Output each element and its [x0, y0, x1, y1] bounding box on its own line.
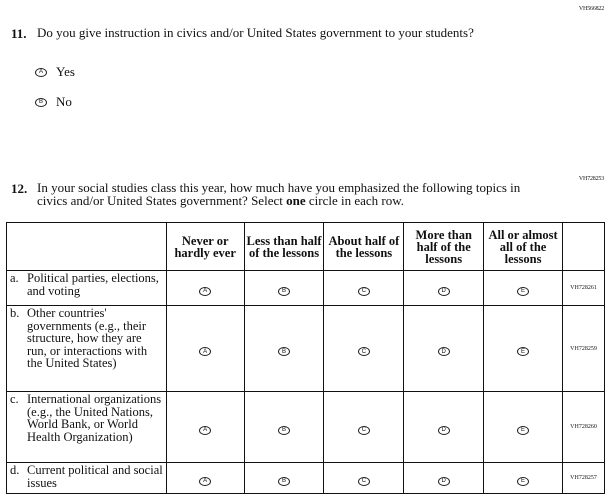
question-11-code: VH566822: [578, 6, 604, 12]
response-cell: E: [483, 270, 563, 306]
response-cell: D: [403, 305, 485, 392]
radio-bubble[interactable]: E: [517, 347, 530, 356]
row-letter: c.: [10, 392, 19, 406]
response-cell: D: [403, 462, 485, 494]
radio-bubble[interactable]: A: [199, 286, 212, 296]
radio-bubble[interactable]: D: [437, 425, 450, 435]
response-cell: A: [165, 391, 245, 463]
response-cell: C: [323, 391, 405, 463]
table-row: c. International organizations (e.g., the…: [6, 391, 606, 463]
radio-bubble[interactable]: C: [357, 476, 370, 486]
radio-bubble-a[interactable]: A: [35, 67, 47, 77]
radio-bubble[interactable]: B: [278, 286, 291, 296]
radio-bubble[interactable]: E: [517, 286, 530, 296]
column-header: About half of the lessons: [323, 222, 405, 271]
column-header: Less than half of the lessons: [243, 222, 325, 271]
response-cell: D: [403, 391, 485, 463]
radio-bubble[interactable]: C: [357, 425, 370, 435]
response-cell: E: [483, 391, 563, 463]
radio-bubble[interactable]: A: [199, 425, 212, 435]
table-row: b. Other countries' governments (e.g., th…: [6, 305, 606, 392]
response-cell: B: [243, 270, 325, 306]
response-cell: A: [165, 462, 245, 494]
row-label: c. International organizations (e.g., the…: [6, 391, 167, 463]
row-text: International organizations (e.g., the U…: [27, 392, 162, 444]
row-label: b. Other countries' governments (e.g., th…: [6, 305, 167, 392]
header-row: Never or hardly ever Less than half of t…: [6, 222, 606, 271]
row-text: Current political and social issues: [27, 463, 163, 490]
response-cell: E: [483, 462, 563, 494]
row-letter: d.: [10, 463, 20, 477]
radio-bubble[interactable]: C: [357, 347, 370, 356]
column-header: More than half of the lessons: [403, 222, 485, 271]
row-text: Other countries' governments (e.g., thei…: [27, 306, 148, 370]
blank-header: [561, 222, 606, 271]
column-header: Never or hardly ever: [165, 222, 245, 271]
response-cell: C: [323, 305, 405, 392]
question-12-text: In your social studies class this year, …: [37, 181, 537, 207]
row-code: VH728260: [561, 391, 606, 463]
row-label: d. Current political and social issues: [6, 462, 167, 494]
option-label: Yes: [56, 64, 75, 79]
radio-bubble[interactable]: A: [199, 476, 212, 486]
blank-header: [6, 222, 167, 271]
radio-bubble-b[interactable]: B: [35, 97, 47, 107]
response-cell: B: [243, 391, 325, 463]
text: circle in each row.: [305, 193, 405, 208]
row-letter: b.: [10, 306, 20, 320]
question-12-code: VH728253: [578, 176, 604, 182]
radio-bubble[interactable]: B: [278, 425, 291, 435]
radio-bubble[interactable]: A: [199, 347, 212, 356]
response-grid: Never or hardly ever Less than half of t…: [6, 222, 606, 494]
column-header: All or almost all of the lessons: [483, 222, 563, 271]
row-text: Political parties, elections, and voting: [27, 271, 159, 298]
radio-bubble[interactable]: C: [357, 286, 370, 296]
response-cell: C: [323, 462, 405, 494]
question-11-text: Do you give instruction in civics and/or…: [37, 25, 474, 40]
response-cell: B: [243, 462, 325, 494]
radio-bubble[interactable]: D: [437, 286, 450, 296]
question-12-number: 12.: [11, 181, 28, 196]
row-code: VH728261: [561, 270, 606, 306]
row-letter: a.: [10, 271, 19, 285]
response-cell: B: [243, 305, 325, 392]
radio-bubble[interactable]: D: [437, 347, 450, 356]
radio-bubble[interactable]: B: [278, 476, 291, 486]
table-row: a. Political parties, elections, and voti…: [6, 270, 606, 306]
row-code: VH728257: [561, 462, 606, 494]
response-cell: C: [323, 270, 405, 306]
radio-bubble[interactable]: B: [278, 347, 291, 356]
response-cell: E: [483, 305, 563, 392]
row-label: a. Political parties, elections, and voti…: [6, 270, 167, 306]
response-cell: A: [165, 305, 245, 392]
response-cell: A: [165, 270, 245, 306]
text: In your social studies class this year, …: [37, 180, 521, 208]
option-no[interactable]: B No: [35, 94, 72, 110]
radio-bubble[interactable]: D: [437, 476, 450, 486]
option-yes[interactable]: A Yes: [35, 64, 75, 80]
radio-bubble[interactable]: E: [517, 476, 530, 486]
response-cell: D: [403, 270, 485, 306]
question-11-number: 11.: [11, 26, 27, 41]
table-row: d. Current political and social issues A B C…: [6, 462, 606, 494]
row-code: VH728259: [561, 305, 606, 392]
option-label: No: [56, 94, 72, 109]
radio-bubble[interactable]: E: [517, 425, 530, 435]
emphasis: one: [286, 193, 306, 208]
